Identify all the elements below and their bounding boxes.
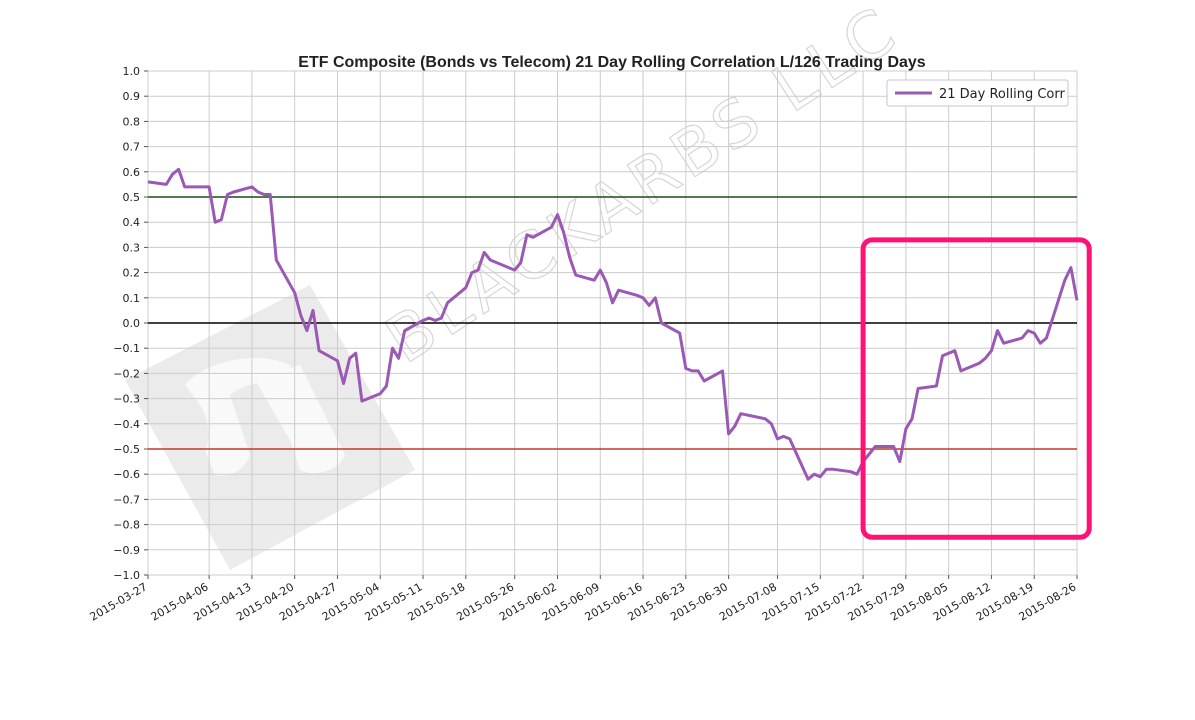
y-tick-label: −0.9 — [113, 544, 140, 557]
y-tick-label: 0.2 — [123, 267, 141, 280]
series-line — [147, 167, 1079, 481]
y-tick-label: −1.0 — [113, 569, 140, 582]
y-tick-label: −0.1 — [113, 342, 140, 355]
y-axis-ticks: 1.0 0.9 0.8 0.7 0.6 0.5 0.4 0.3 0.2 0.1 0.0 −0.1 −0.… — [113, 65, 148, 582]
y-tick-label: 0.7 — [123, 141, 141, 154]
y-tick-label: −0.4 — [113, 418, 140, 431]
series-layer — [147, 167, 1079, 481]
x-axis-ticks: 2015-03-27 2015-04-062015-04-132015-04-20… — [88, 575, 1079, 624]
chart-title: ETF Composite (Bonds vs Telecom) 21 Day … — [298, 54, 925, 71]
legend-label: 21 Day Rolling Corr — [939, 87, 1065, 102]
y-tick-label: −0.8 — [113, 519, 140, 532]
x-tick-label: 2015-03-27 — [88, 580, 150, 623]
y-tick-label: 1.0 — [123, 65, 141, 78]
highlight-box — [860, 237, 1092, 540]
y-tick-label: −0.2 — [113, 367, 140, 380]
y-tick-label: −0.5 — [113, 443, 140, 456]
y-tick-label: 0.6 — [123, 166, 141, 179]
y-tick-label: 0.0 — [123, 317, 141, 330]
highlight-layer — [860, 237, 1092, 540]
y-tick-label: −0.7 — [113, 493, 140, 506]
y-tick-label: 0.3 — [123, 241, 141, 254]
y-tick-label: 0.1 — [123, 292, 141, 305]
y-tick-label: −0.3 — [113, 393, 140, 406]
y-tick-label: 0.5 — [123, 191, 141, 204]
y-tick-label: 0.8 — [123, 115, 141, 128]
legend: 21 Day Rolling Corr — [886, 79, 1069, 107]
blackarbs-logo-icon — [125, 285, 415, 570]
y-tick-label: −0.6 — [113, 468, 140, 481]
y-tick-label: 0.9 — [123, 90, 141, 103]
legend-box — [886, 79, 1069, 107]
y-tick-label: 0.4 — [123, 216, 141, 229]
